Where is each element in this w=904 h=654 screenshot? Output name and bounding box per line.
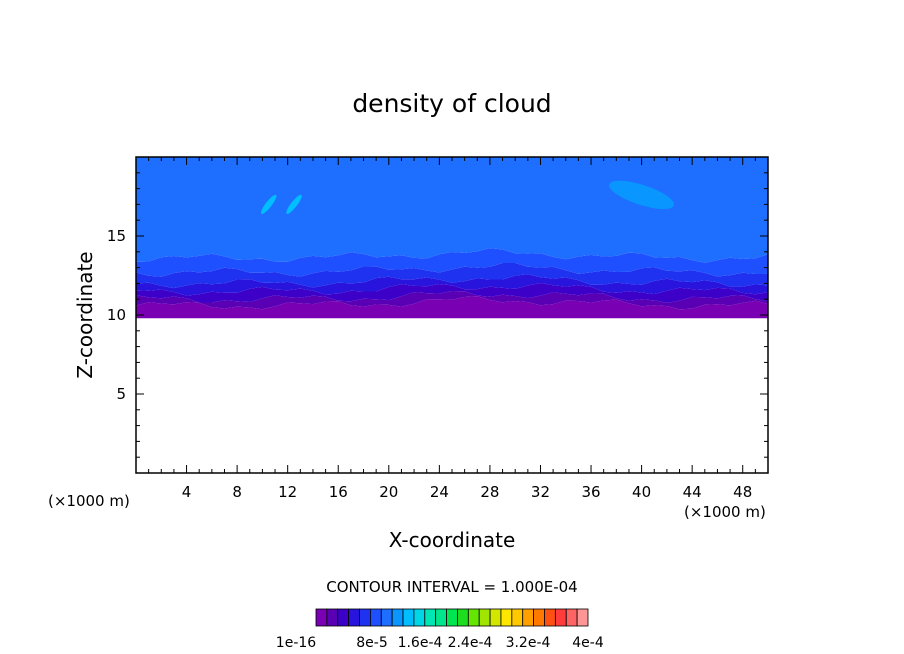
x-tick-label: 4 [182, 483, 192, 501]
contour-patch-1 [260, 194, 277, 215]
colorbar-swatch [500, 608, 513, 627]
x-tick-label: 44 [683, 483, 702, 501]
contour-patch-0 [609, 180, 675, 210]
x-unit-left: (×1000 m) [48, 492, 130, 510]
x-unit-right: (×1000 m) [684, 503, 766, 521]
colorbar-swatch [467, 608, 480, 627]
y-tick-label: 10 [107, 306, 126, 324]
colorbar-label: 1e-16 [276, 635, 316, 651]
colorbar-swatch [424, 608, 437, 627]
contour-band-3 [136, 274, 768, 296]
colorbar-swatch [544, 608, 556, 627]
y-axis-label: Z-coordinate [73, 251, 97, 378]
colorbar-swatch [511, 608, 524, 627]
colorbar-labels: 1e-16 8e-5 1.6e-4 2.4e-4 3.2e-4 4e-4 [276, 635, 604, 651]
colorbar-swatch [348, 608, 360, 627]
contour-band-2 [136, 283, 768, 303]
x-axis: 4 8 12 16 20 24 28 32 36 40 44 48 [148, 157, 756, 501]
colorbar-swatch [446, 608, 458, 627]
colorbar-swatch [576, 608, 589, 627]
colorbar-label: 2.4e-4 [448, 635, 493, 651]
x-tick-label: 20 [379, 483, 398, 501]
contour-fill [136, 157, 768, 319]
contour-interval-label: CONTOUR INTERVAL = 1.000E-04 [326, 578, 577, 596]
y-tick-label: 15 [107, 227, 126, 245]
colorbar-swatch [380, 608, 393, 627]
contour-band-5 [136, 248, 768, 277]
colorbar-swatch [402, 608, 415, 627]
colorbar-swatch [457, 608, 469, 627]
x-tick-label: 12 [278, 483, 297, 501]
colorbar [315, 608, 589, 627]
colorbar-label: 8e-5 [356, 635, 387, 651]
colorbar-swatch [315, 608, 328, 627]
colorbar-swatch [554, 608, 567, 627]
x-tick-label: 40 [632, 483, 651, 501]
contour-band-4 [136, 263, 768, 289]
x-tick-label: 24 [430, 483, 449, 501]
colorbar-swatch [413, 608, 426, 627]
contour-band-0 [136, 296, 768, 319]
colorbar-swatch [359, 608, 371, 627]
chart-title: density of cloud [352, 89, 551, 118]
x-tick-label: 16 [329, 483, 348, 501]
x-tick-label: 8 [232, 483, 242, 501]
y-tick-label: 5 [116, 385, 126, 403]
colorbar-swatch [478, 608, 491, 627]
colorbar-swatch [435, 608, 447, 627]
colorbar-swatch [565, 608, 578, 627]
colorbar-swatch [369, 608, 382, 627]
colorbar-swatch [337, 608, 350, 627]
colorbar-swatch [326, 608, 339, 627]
contour-patch-2 [286, 194, 302, 215]
colorbar-label: 1.6e-4 [398, 635, 443, 651]
colorbar-swatch [489, 608, 502, 627]
x-tick-label: 32 [531, 483, 550, 501]
x-tick-label: 48 [733, 483, 752, 501]
x-tick-label: 36 [581, 483, 600, 501]
colorbar-swatch [522, 608, 534, 627]
colorbar-swatch [533, 608, 545, 627]
colorbar-label: 4e-4 [572, 635, 604, 651]
contour-band-1 [136, 291, 768, 310]
colorbar-label: 3.2e-4 [506, 635, 551, 651]
y-axis: 5 10 15 [107, 172, 768, 458]
x-tick-label: 28 [480, 483, 499, 501]
x-axis-label: X-coordinate [389, 528, 516, 552]
colorbar-swatch [391, 608, 404, 627]
